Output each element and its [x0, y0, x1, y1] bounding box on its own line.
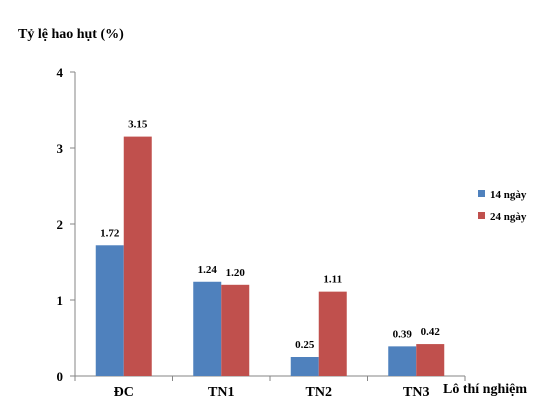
x-category-label: TN3 [403, 385, 429, 400]
bar-series-1-3 [388, 346, 417, 376]
y-tick-label: 4 [57, 65, 64, 80]
legend-swatch [478, 212, 485, 219]
legend-entry: 24 ngày [490, 211, 527, 223]
y-tick-label: 3 [57, 141, 64, 156]
y-tick-label: 0 [57, 369, 64, 384]
bar-series-2-2 [318, 291, 347, 376]
y-axis-title: Tỷ lệ hao hụt (%) [18, 27, 124, 42]
data-label: 1.20 [226, 267, 246, 279]
data-label: 0.39 [393, 328, 413, 340]
y-tick-label: 2 [57, 217, 64, 232]
data-label: 3.15 [128, 119, 148, 131]
bar-series-2-1 [221, 284, 250, 376]
bar-series-1-1 [193, 281, 222, 376]
y-axis-ticks: 0 1 2 3 4 [57, 65, 75, 384]
x-axis-tick-marks [74, 376, 466, 381]
x-category-label: ĐC [114, 385, 134, 400]
legend: 14 ngày 24 ngày [478, 189, 527, 223]
bar-series-2-0 [123, 136, 152, 376]
bar-series-1-0 [95, 245, 124, 376]
x-axis-title: Lô thí nghiệm [443, 382, 527, 397]
bar-series-2-3 [416, 344, 445, 376]
x-category-label: TN1 [208, 385, 234, 400]
x-axis-category-labels: ĐC TN1 TN2 TN3 [114, 385, 430, 400]
y-tick-label: 1 [57, 293, 64, 308]
legend-swatch [478, 190, 485, 197]
data-label: 1.24 [198, 264, 218, 276]
data-label: 0.25 [295, 339, 315, 351]
data-label: 0.42 [421, 326, 441, 338]
bar-series-1-2 [290, 357, 319, 376]
data-label: 1.11 [323, 274, 342, 286]
bar-series-group: 1.72 3.15 1.24 1.20 0.25 1.11 0.39 0.42 [95, 119, 445, 376]
legend-entry: 14 ngày [490, 189, 527, 201]
data-label: 1.72 [100, 227, 120, 239]
x-category-label: TN2 [306, 385, 332, 400]
